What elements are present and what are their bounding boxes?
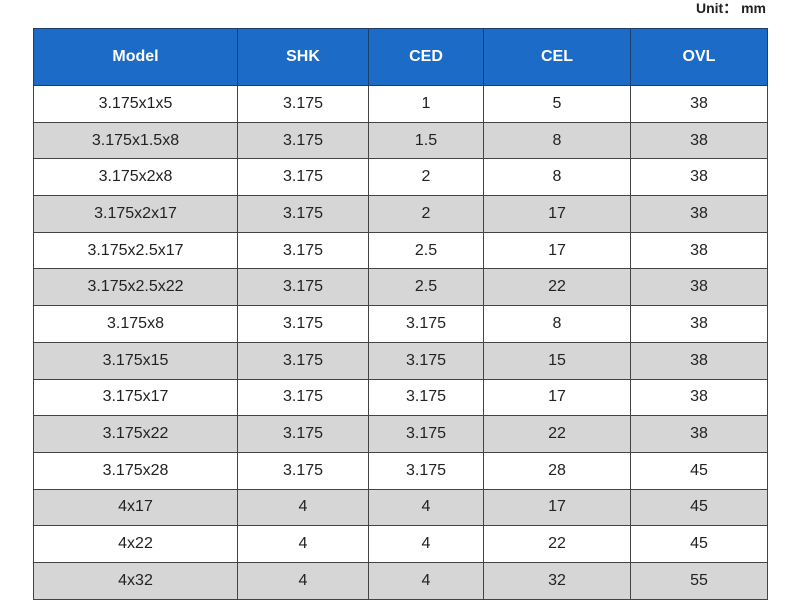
table-cell: 22 <box>483 525 631 563</box>
header-cell: Model <box>33 28 238 86</box>
table-cell: 3.175 <box>237 231 369 270</box>
table-row: 3.175x2x8 3.175 2 8 38 <box>33 158 768 197</box>
table-cell: 3.175x8 <box>33 305 238 343</box>
table-cell: 3.175x2x17 <box>33 195 238 233</box>
table-cell: 4 <box>368 561 484 600</box>
table-row: 4x22 4 4 22 45 <box>33 525 768 563</box>
table-cell: 3.175 <box>368 305 484 343</box>
table-row: 3.175x2x17 3.175 2 17 38 <box>33 195 768 233</box>
table-cell: 3.175x15 <box>33 341 238 380</box>
table-cell: 2 <box>368 195 484 233</box>
table-cell: 3.175 <box>237 305 369 343</box>
table-cell: 3.175 <box>368 341 484 380</box>
table-cell: 38 <box>630 378 768 417</box>
table-cell: 3.175x2.5x22 <box>33 268 238 307</box>
table-cell: 4x32 <box>33 561 238 600</box>
table-cell: 45 <box>630 525 768 563</box>
table-cell: 3.175 <box>237 195 369 233</box>
table-cell: 8 <box>483 158 631 197</box>
table-cell: 3.175 <box>237 451 369 490</box>
table-cell: 38 <box>630 268 768 307</box>
table-cell: 17 <box>483 195 631 233</box>
table-cell: 17 <box>483 378 631 417</box>
header-cell: CED <box>368 28 484 86</box>
table-cell: 4 <box>237 561 369 600</box>
table-cell: 3.175 <box>368 415 484 453</box>
table-cell: 3.175x22 <box>33 415 238 453</box>
table-cell: 55 <box>630 561 768 600</box>
header-cell: CEL <box>483 28 631 86</box>
table-cell: 38 <box>630 158 768 197</box>
table-cell: 38 <box>630 305 768 343</box>
table-cell: 4 <box>368 488 484 527</box>
table-cell: 38 <box>630 195 768 233</box>
table-cell: 4 <box>237 488 369 527</box>
table-cell: 3.175x17 <box>33 378 238 417</box>
table-cell: 22 <box>483 268 631 307</box>
table-row: 3.175x2.5x22 3.175 2.5 22 38 <box>33 268 768 307</box>
table-cell: 5 <box>483 85 631 123</box>
table-cell: 3.175 <box>368 378 484 417</box>
table-row: 4x17 4 4 17 45 <box>33 488 768 527</box>
table-cell: 3.175x2x8 <box>33 158 238 197</box>
header-cell: SHK <box>237 28 369 86</box>
table-cell: 3.175 <box>237 415 369 453</box>
table-cell: 32 <box>483 561 631 600</box>
table-row: 3.175x1.5x8 3.175 1.5 8 38 <box>33 121 768 160</box>
header-cell: OVL <box>630 28 768 86</box>
table-cell: 28 <box>483 451 631 490</box>
table-cell: 2 <box>368 158 484 197</box>
table-cell: 3.175x1.5x8 <box>33 121 238 160</box>
table-cell: 38 <box>630 231 768 270</box>
table-cell: 22 <box>483 415 631 453</box>
table-cell: 3.175x2.5x17 <box>33 231 238 270</box>
table-cell: 3.175x28 <box>33 451 238 490</box>
table-cell: 3.175 <box>237 158 369 197</box>
table-row: 3.175x15 3.175 3.175 15 38 <box>33 341 768 380</box>
table-cell: 4 <box>368 525 484 563</box>
table-cell: 3.175 <box>237 121 369 160</box>
table-cell: 4 <box>237 525 369 563</box>
table-cell: 3.175 <box>237 341 369 380</box>
table-cell: 4x17 <box>33 488 238 527</box>
table-cell: 3.175 <box>237 85 369 123</box>
table-cell: 8 <box>483 121 631 160</box>
table-cell: 1.5 <box>368 121 484 160</box>
table-row: 3.175x8 3.175 3.175 8 38 <box>33 305 768 343</box>
table-cell: 38 <box>630 121 768 160</box>
table-body: 3.175x1x5 3.175 1 5 38 3.175x1.5x8 3.175 1.5 8 38… <box>33 85 768 600</box>
table-cell: 2.5 <box>368 268 484 307</box>
table-cell: 45 <box>630 488 768 527</box>
table-cell: 1 <box>368 85 484 123</box>
table-cell: 3.175 <box>237 378 369 417</box>
table-cell: 17 <box>483 488 631 527</box>
table-row: 3.175x1x5 3.175 1 5 38 <box>33 85 768 123</box>
table-row: 3.175x17 3.175 3.175 17 38 <box>33 378 768 417</box>
table-cell: 3.175 <box>368 451 484 490</box>
spec-table: Model SHK CED CEL OVL 3.175x1x5 3.175 1 5 38 3.17… <box>33 28 768 600</box>
table-cell: 2.5 <box>368 231 484 270</box>
table-row: 4x32 4 4 32 55 <box>33 561 768 600</box>
table-cell: 8 <box>483 305 631 343</box>
table-row: 3.175x2.5x17 3.175 2.5 17 38 <box>33 231 768 270</box>
table-cell: 38 <box>630 85 768 123</box>
header-row: Model SHK CED CEL OVL <box>33 28 768 86</box>
table-cell: 38 <box>630 341 768 380</box>
unit-label: Unit： mm <box>696 0 766 16</box>
table-cell: 45 <box>630 451 768 490</box>
table-cell: 38 <box>630 415 768 453</box>
table-row: 3.175x28 3.175 3.175 28 45 <box>33 451 768 490</box>
table-cell: 3.175 <box>237 268 369 307</box>
table-cell: 4x22 <box>33 525 238 563</box>
table-cell: 15 <box>483 341 631 380</box>
table-cell: 3.175x1x5 <box>33 85 238 123</box>
table-row: 3.175x22 3.175 3.175 22 38 <box>33 415 768 453</box>
table-cell: 17 <box>483 231 631 270</box>
